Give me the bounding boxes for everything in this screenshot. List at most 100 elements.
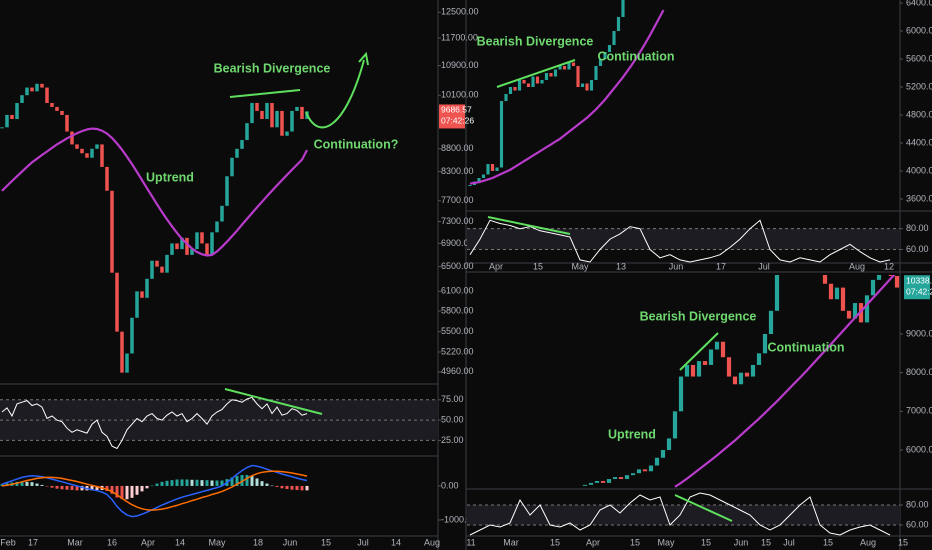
x-tick-label: 15 <box>533 261 543 271</box>
divergence-line <box>224 388 323 415</box>
y-tick-label: 8800.00 <box>441 143 474 153</box>
candle <box>852 303 858 319</box>
candle <box>756 353 762 365</box>
candle <box>130 317 134 354</box>
candle <box>714 341 720 350</box>
y-tick-label: 4960.00 <box>441 366 474 376</box>
candle <box>100 144 104 167</box>
candle <box>265 102 269 120</box>
macd-histogram-bar <box>170 480 174 486</box>
macd-histogram-bar <box>115 485 119 498</box>
candle <box>10 114 14 120</box>
macd-histogram-bar <box>245 475 249 486</box>
macd-histogram-bar <box>260 481 264 486</box>
rsi-line <box>469 219 891 263</box>
y-tick-label: -1000.00 <box>441 514 477 524</box>
candle <box>5 114 9 128</box>
x-tick-label: Aug <box>424 537 440 547</box>
candle <box>260 110 264 120</box>
candle <box>540 80 544 84</box>
macd-histogram-bar <box>55 485 59 489</box>
y-tick-label: 5800.00 <box>441 305 474 315</box>
macd-histogram-bar <box>135 485 139 495</box>
x-tick-label: Mar <box>67 537 83 547</box>
candle <box>624 475 630 480</box>
y-tick-label: 10900.00 <box>441 60 479 70</box>
candle <box>589 80 594 91</box>
macd-histogram-bar <box>150 485 154 487</box>
candle <box>295 106 299 111</box>
divergence-line <box>229 89 301 98</box>
divergence-line <box>496 59 576 88</box>
candle <box>504 94 508 102</box>
candle <box>678 376 684 412</box>
candle <box>726 357 732 377</box>
macd-histogram-bar <box>265 483 269 486</box>
candle <box>35 83 39 92</box>
candle <box>25 87 29 96</box>
candle <box>526 83 531 88</box>
candle <box>612 477 618 480</box>
macd-histogram-bar <box>145 485 149 489</box>
rsi-line <box>1 396 308 450</box>
price-pane <box>582 275 900 488</box>
x-tick-label: 15 <box>630 537 640 547</box>
candle <box>468 185 472 187</box>
annotation: Continuation? <box>314 137 399 151</box>
macd-histogram-bar <box>285 485 289 490</box>
y-tick-label: 50.00 <box>441 414 464 424</box>
candle <box>684 364 690 377</box>
candle <box>280 110 284 136</box>
candle <box>603 52 607 60</box>
candle <box>834 287 840 300</box>
candle <box>744 372 750 377</box>
last-time: 07:42:26 <box>441 116 474 126</box>
macd-histogram-bar <box>75 485 79 491</box>
candle <box>65 114 69 132</box>
candle <box>175 243 179 250</box>
y-tick-label: 5200.00 <box>906 81 932 91</box>
candle <box>750 364 756 377</box>
candle <box>90 148 94 158</box>
macd-histogram-bar <box>65 485 69 490</box>
candle <box>499 101 504 168</box>
candle <box>290 110 294 132</box>
candle <box>876 275 882 280</box>
y-tick-label: 6000.00 <box>906 25 932 35</box>
candle <box>245 123 249 141</box>
macd-histogram-bar <box>190 479 194 486</box>
annotation: Uptrend <box>146 170 194 184</box>
last-time: 07:42:26 <box>906 286 932 296</box>
candle <box>210 232 214 255</box>
y-tick-label: 8000.00 <box>906 367 932 377</box>
x-tick-label: 15 <box>823 537 833 547</box>
y-tick-label: 60.00 <box>906 244 929 254</box>
macd-histogram-bar <box>180 479 184 486</box>
rsi-band <box>467 505 900 525</box>
candle <box>580 83 585 88</box>
x-tick-label: Jun <box>669 261 684 271</box>
macd-histogram-bar <box>230 477 234 486</box>
candle <box>598 59 603 67</box>
macd-histogram-bar <box>215 480 219 486</box>
macd-histogram-bar <box>20 481 24 486</box>
candle <box>544 73 549 81</box>
candle <box>582 484 588 486</box>
y-tick-label: 6900.00 <box>441 238 474 248</box>
macd-histogram-bar <box>200 480 204 486</box>
candle <box>549 73 553 77</box>
annotation: Bearish Divergence <box>214 61 331 75</box>
x-tick-label: Jun <box>734 537 749 547</box>
y-tick-label: 11700.00 <box>441 32 478 42</box>
candle <box>768 310 774 335</box>
candle <box>606 479 612 483</box>
y-tick-label: 0.00 <box>441 480 459 490</box>
candle <box>115 272 119 332</box>
y-tick-label: 60.00 <box>906 519 929 529</box>
macd-histogram-bar <box>280 485 284 489</box>
macd-histogram-bar <box>130 485 134 498</box>
y-tick-label: 7700.00 <box>441 195 474 205</box>
macd-histogram-bar <box>80 485 84 491</box>
